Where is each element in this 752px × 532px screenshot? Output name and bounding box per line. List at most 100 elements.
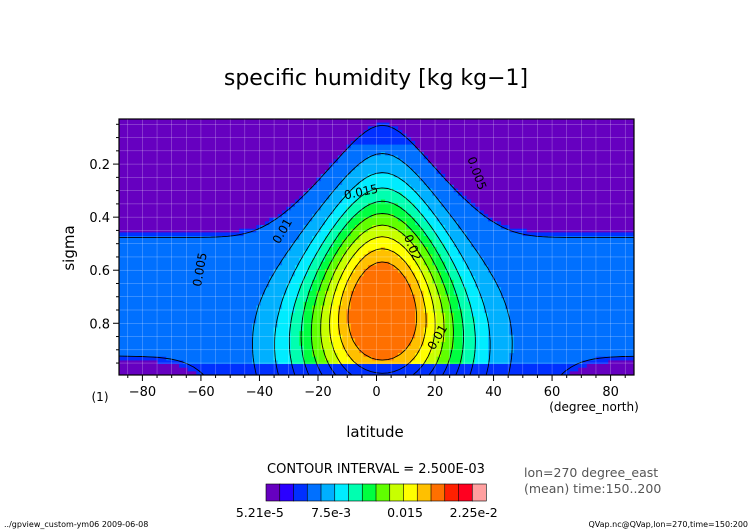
field-cell <box>531 265 536 270</box>
field-cell <box>127 155 133 160</box>
field-cell <box>316 126 322 131</box>
field-cell <box>187 214 193 219</box>
field-cell <box>548 254 554 259</box>
field-cell <box>470 122 476 127</box>
field-cell <box>466 159 472 164</box>
field-cell <box>423 225 429 230</box>
field-cell <box>260 173 266 179</box>
field-cell <box>256 155 262 160</box>
field-cell <box>350 162 356 168</box>
field-cell <box>488 119 493 124</box>
field-cell <box>402 137 408 142</box>
field-cell <box>513 195 519 201</box>
field-cell <box>603 129 609 135</box>
field-cell <box>226 199 232 204</box>
field-cell <box>234 192 240 197</box>
field-cell <box>239 265 245 270</box>
field-cell <box>548 155 554 160</box>
field-cell <box>483 166 489 171</box>
field-cell <box>277 250 283 255</box>
field-cell <box>277 162 283 168</box>
field-cell <box>522 166 528 171</box>
field-cell <box>239 140 245 146</box>
field-cell <box>552 221 558 226</box>
field-cell <box>629 126 634 131</box>
field-cell <box>264 170 270 175</box>
field-cell <box>466 236 472 241</box>
field-cell <box>196 177 202 182</box>
field-cell <box>393 254 399 259</box>
field-cell <box>406 243 412 248</box>
field-cell <box>119 148 124 153</box>
field-cell <box>204 221 210 226</box>
field-cell <box>363 151 369 157</box>
field-cell <box>535 151 541 157</box>
field-cell <box>561 181 566 186</box>
field-cell <box>119 199 124 204</box>
field-cell <box>458 184 463 190</box>
field-cell <box>518 221 524 226</box>
field-cell <box>363 155 369 160</box>
field-cell <box>397 144 403 149</box>
field-cell <box>277 129 283 135</box>
field-cell <box>475 133 481 138</box>
field-cell <box>458 236 463 241</box>
field-cell <box>500 140 506 146</box>
field-cell <box>299 140 305 146</box>
field-cell <box>397 250 403 255</box>
field-cell <box>243 177 249 182</box>
field-cell <box>419 232 425 237</box>
field-cell <box>346 155 352 160</box>
field-cell <box>543 166 549 171</box>
field-cell <box>410 261 416 266</box>
field-cell <box>144 155 150 160</box>
field-cell <box>350 137 356 142</box>
field-cell <box>230 184 236 190</box>
field-cell <box>492 129 498 135</box>
field-cell <box>603 126 609 131</box>
field-cell <box>337 192 343 197</box>
field-cell <box>161 199 167 204</box>
field-cell <box>376 173 382 179</box>
field-cell <box>325 181 330 186</box>
field-cell <box>119 203 124 208</box>
field-cell <box>621 119 627 124</box>
field-cell <box>127 126 133 131</box>
field-cell <box>453 206 459 212</box>
field-cell <box>423 126 429 131</box>
field-cell <box>161 250 167 255</box>
field-cell <box>376 214 382 219</box>
field-cell <box>282 243 287 248</box>
field-cell <box>269 257 275 263</box>
field-cell <box>513 126 519 131</box>
field-cell <box>363 203 369 208</box>
field-cell <box>389 159 395 164</box>
field-cell <box>187 173 193 179</box>
field-cell <box>543 228 549 233</box>
field-cell <box>621 192 627 197</box>
field-cell <box>458 257 463 263</box>
field-cell <box>565 162 571 168</box>
field-cell <box>260 181 266 186</box>
field-cell <box>316 192 322 197</box>
field-cell <box>578 137 584 142</box>
field-cell <box>213 217 219 222</box>
field-cell <box>342 144 348 149</box>
field-cell <box>320 250 326 255</box>
field-cell <box>119 265 124 270</box>
field-cell <box>535 159 541 164</box>
field-cell <box>355 206 360 212</box>
field-cell <box>526 228 532 233</box>
field-cell <box>222 243 227 248</box>
field-cell <box>204 148 210 153</box>
field-cell <box>299 184 305 190</box>
field-cell <box>166 195 172 201</box>
field-cell <box>556 232 562 237</box>
field-cell <box>406 177 412 182</box>
field-cell <box>616 206 622 212</box>
field-cell <box>445 137 451 142</box>
field-cell <box>470 210 476 215</box>
field-cell <box>367 151 373 157</box>
field-cell <box>222 203 227 208</box>
field-cell <box>166 257 172 263</box>
